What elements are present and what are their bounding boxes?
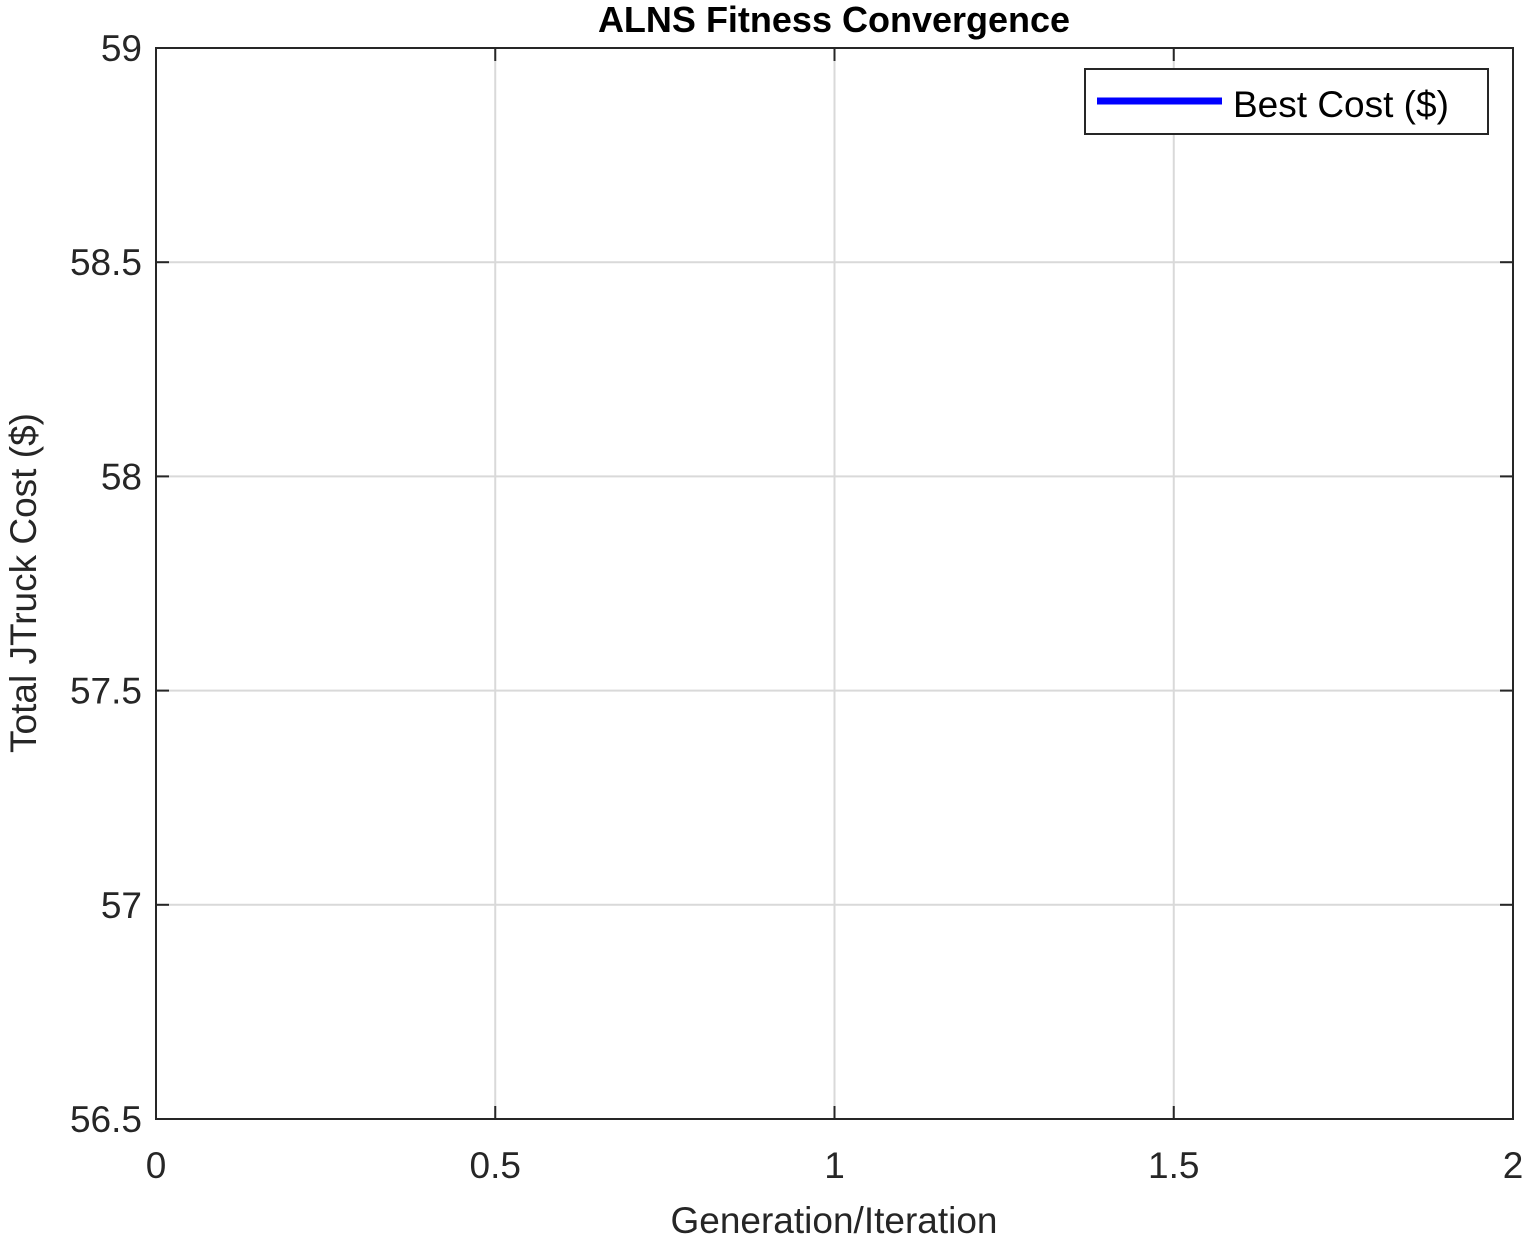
x-tick-label: 0.5: [470, 1145, 521, 1186]
x-tick-label: 2: [1503, 1145, 1524, 1186]
axis-ticks: [155, 47, 1514, 1120]
chart-title: ALNS Fitness Convergence: [598, 0, 1070, 40]
y-tick-label: 58: [101, 456, 142, 497]
legend: Best Cost ($): [1084, 68, 1489, 135]
y-tick-label: 57: [101, 885, 142, 926]
y-tick-label: 56.5: [70, 1099, 142, 1140]
legend-label-best-cost: Best Cost ($): [1233, 84, 1449, 125]
x-tick-label: 1.5: [1148, 1145, 1199, 1186]
x-tick-label: 1: [824, 1145, 845, 1186]
x-tick-label: 0: [146, 1145, 167, 1186]
y-axis-label: Total JTruck Cost ($): [3, 413, 44, 753]
y-tick-label: 58.5: [70, 242, 142, 283]
x-axis-label: Generation/Iteration: [670, 1200, 997, 1239]
y-tick-label: 57.5: [70, 671, 142, 712]
x-tick-labels: 0 0.5 1 1.5 2: [146, 1145, 1524, 1186]
y-tick-label: 59: [101, 28, 142, 69]
y-tick-labels: 56.5 57 57.5 58 58.5 59: [70, 28, 142, 1140]
